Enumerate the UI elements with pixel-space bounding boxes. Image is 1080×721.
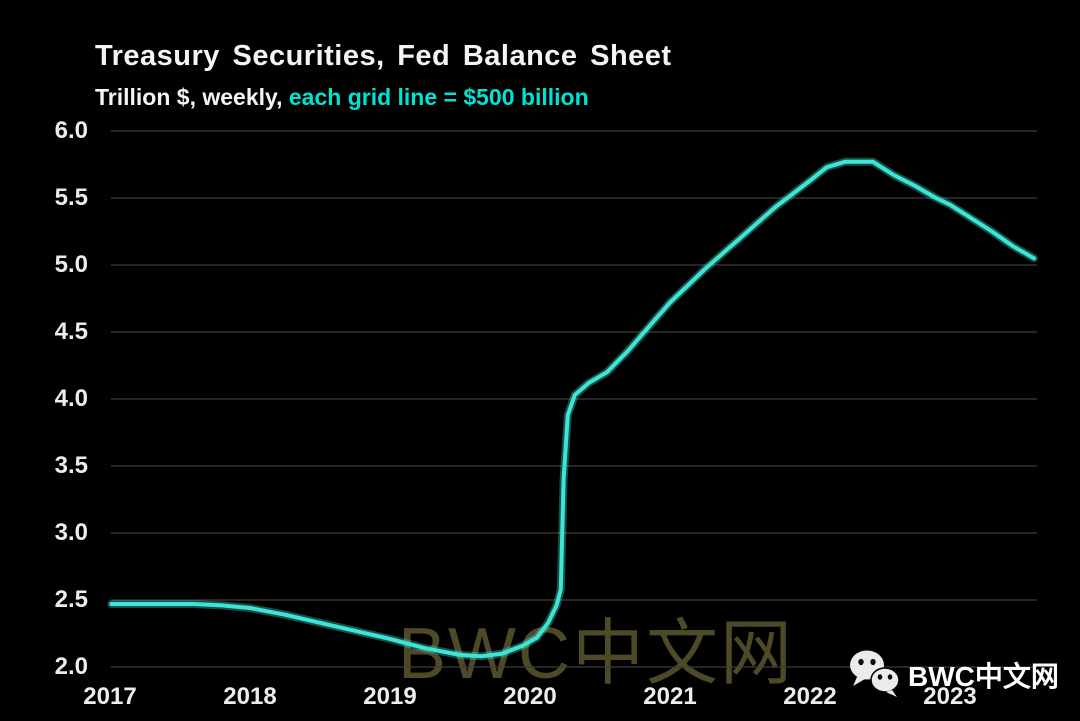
y-tick-label: 3.5 xyxy=(54,452,88,479)
chart-subtitle: Trillion $, weekly, each grid line = $50… xyxy=(95,84,589,111)
chart-subtitle-plain: Trillion $, weekly, xyxy=(95,84,289,110)
y-tick-label: 5.0 xyxy=(54,251,88,278)
y-tick-label: 4.5 xyxy=(54,318,88,345)
x-tick-label: 2021 xyxy=(643,683,697,710)
x-tick-label: 2022 xyxy=(783,683,837,710)
chart-subtitle-highlight: each grid line = $500 billion xyxy=(288,84,589,110)
y-tick-label: 6.0 xyxy=(54,117,88,144)
y-tick-label: 4.0 xyxy=(54,385,88,412)
x-tick-label: 2018 xyxy=(223,683,277,710)
x-tick-label: 2017 xyxy=(83,683,137,710)
y-tick-label: 3.0 xyxy=(54,519,88,546)
x-tick-label: 2023 xyxy=(923,683,977,710)
y-tick-label: 2.5 xyxy=(54,586,88,613)
x-tick-label: 2019 xyxy=(363,683,417,710)
series-line-glow xyxy=(107,157,1038,661)
series-line xyxy=(109,159,1036,659)
chart-title: Treasury Securities, Fed Balance Sheet xyxy=(95,40,672,72)
y-tick-label: 5.5 xyxy=(54,184,88,211)
wechat-logo-text: BWC中文网 xyxy=(908,661,1059,692)
y-tick-label: 2.0 xyxy=(54,653,88,680)
wechat-logo: BWC中文网 xyxy=(846,646,1059,704)
wechat-icon xyxy=(850,650,900,697)
x-tick-label: 2020 xyxy=(503,683,557,710)
